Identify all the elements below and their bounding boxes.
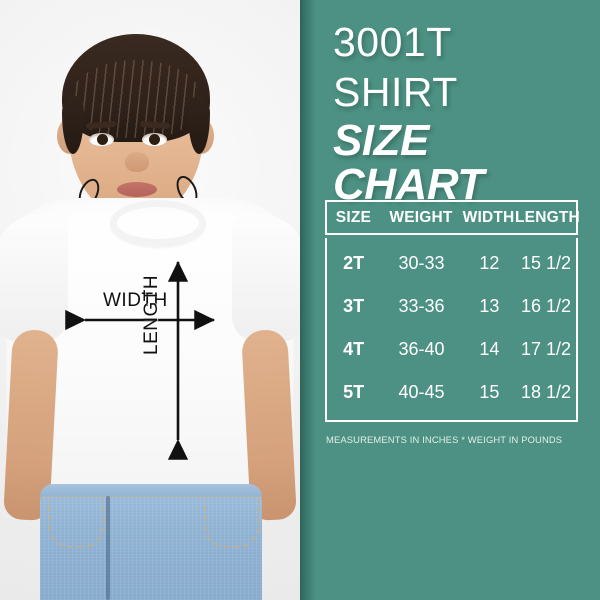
cell-length: 15 1/2 (520, 253, 571, 273)
jeans-pocket-right (204, 500, 260, 548)
measurement-overlay: WIDTH LENGTH (65, 260, 216, 460)
cell-length: 17 1/2 (520, 339, 571, 359)
page-title: SIZE CHART (333, 116, 484, 209)
table-body: 2T 30-33 12 15 1/2 3T 33-36 13 16 1/2 4T… (325, 238, 578, 422)
table-row: 5T 40-45 15 18 1/2 (327, 371, 576, 414)
column-header-size: SIZE (335, 208, 372, 226)
cell-width: 12 (479, 253, 500, 273)
shirt-collar (110, 200, 206, 246)
product-photo: WIDTH LENGTH (0, 0, 300, 600)
cell-width: 15 (479, 382, 500, 402)
table-row: 3T 33-36 13 16 1/2 (327, 285, 576, 328)
cell-weight: 40-45 (398, 382, 445, 402)
mouth (117, 182, 157, 197)
table-row: 4T 36-40 14 17 1/2 (327, 328, 576, 371)
measurement-footnote: MEASUREMENTS IN INCHES * WEIGHT IN POUND… (326, 434, 563, 445)
size-chart-panel: 3001T SHIRT SIZE CHART SIZE WEIGHT WIDTH… (300, 0, 600, 600)
jeans-fly-seam (106, 496, 110, 600)
column-header-width: WIDTH (462, 208, 515, 226)
chart-titles: 3001T SHIRT SIZE CHART (333, 22, 589, 207)
cell-size: 3T (343, 296, 365, 316)
pupil-left (97, 134, 108, 145)
pupil-right (149, 134, 160, 145)
cell-width: 14 (479, 339, 500, 359)
cell-length: 18 1/2 (520, 382, 571, 402)
measurement-arrows-svg (65, 260, 216, 460)
cell-weight: 30-33 (398, 253, 445, 273)
jeans-waistband (40, 484, 262, 497)
sleeve-right (232, 214, 300, 342)
column-header-length: LENGTH (515, 208, 580, 226)
hair-side-left (62, 96, 84, 154)
cell-size: 5T (343, 382, 365, 402)
cell-weight: 33-36 (398, 296, 445, 316)
cell-width: 13 (479, 296, 500, 316)
garment-type: SHIRT (333, 69, 458, 115)
nose (125, 152, 149, 172)
length-label: LENGTH (141, 274, 162, 355)
size-table: SIZE WEIGHT WIDTH LENGTH 2T 30-33 12 15 … (325, 200, 580, 422)
hair-side-right (188, 96, 210, 154)
cell-length: 16 1/2 (520, 296, 571, 316)
cell-weight: 36-40 (398, 339, 445, 359)
table-header-row: SIZE WEIGHT WIDTH LENGTH (325, 200, 580, 235)
braided-hair (62, 34, 210, 142)
panel-left-shadow (300, 0, 316, 600)
column-header-weight: WEIGHT (389, 208, 453, 226)
sleeve-left (0, 214, 68, 342)
child-model-figure (0, 34, 300, 600)
jeans-pocket-left (48, 500, 104, 548)
cell-size: 4T (343, 339, 365, 359)
cell-size: 2T (343, 253, 365, 273)
model-number: 3001T (333, 19, 452, 65)
width-label: WIDTH (103, 290, 168, 311)
table-row: 2T 30-33 12 15 1/2 (327, 242, 576, 285)
